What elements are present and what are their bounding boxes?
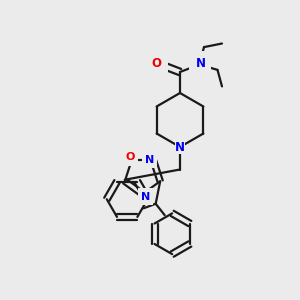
Text: O: O: [125, 152, 135, 163]
Text: O: O: [152, 57, 162, 70]
Text: N: N: [175, 141, 185, 154]
Text: N: N: [195, 57, 206, 70]
Text: N: N: [141, 191, 150, 202]
Text: N: N: [145, 155, 154, 165]
